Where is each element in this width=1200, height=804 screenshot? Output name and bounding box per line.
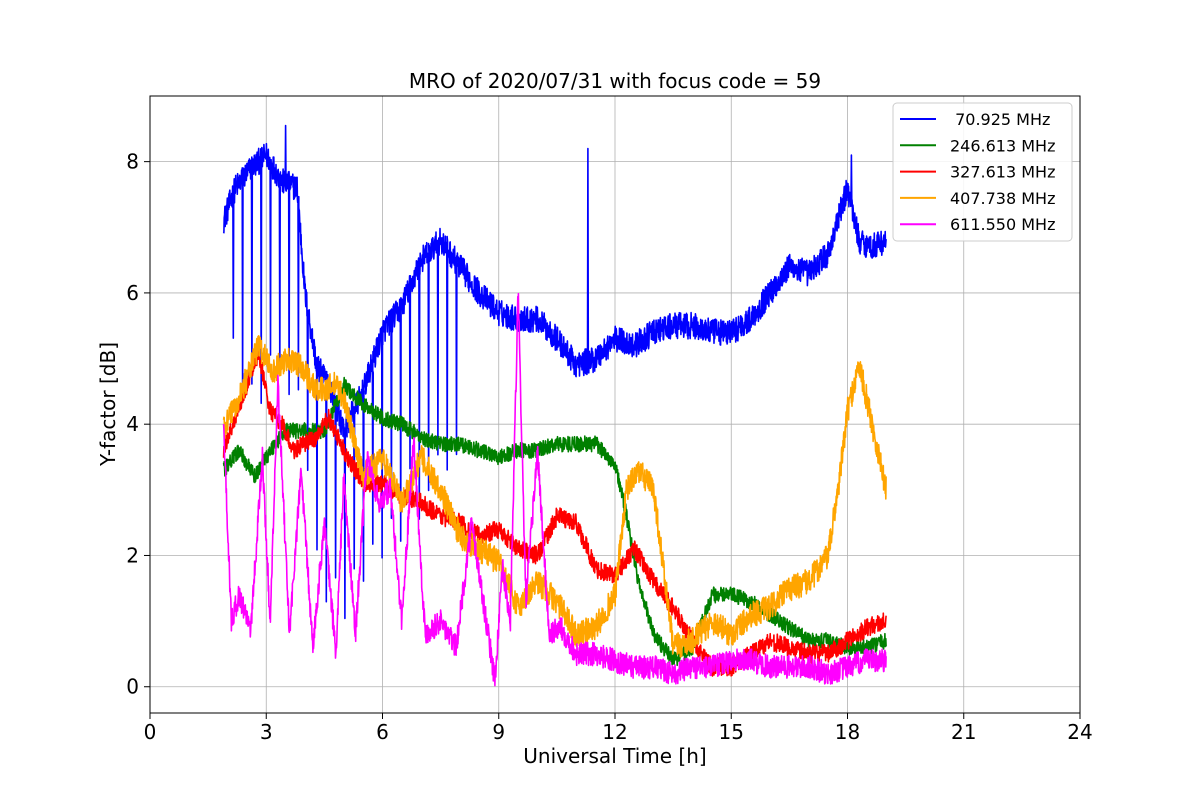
y-tick-label: 2: [126, 543, 139, 567]
legend-label: 611.550 MHz: [950, 215, 1055, 234]
y-axis: 0 2 4 6 8: [126, 150, 150, 699]
series-line-1: [222, 124, 887, 620]
x-tick-label: 21: [951, 720, 976, 744]
legend-label: 70.925 MHz: [950, 110, 1050, 129]
x-tick-label: 6: [376, 720, 389, 744]
x-axis-label: Universal Time [h]: [523, 744, 706, 768]
legend: 70.925 MHz 246.613 MHz 327.613 MHz 407.738 …: [892, 102, 1073, 242]
legend-label: 246.613 MHz: [950, 136, 1055, 155]
x-tick-label: 0: [144, 720, 157, 744]
series-line-4: [222, 335, 887, 658]
y-axis-label: Y-factor [dB]: [96, 342, 120, 467]
y-tick-label: 6: [126, 281, 139, 305]
y-tick-label: 0: [126, 675, 139, 699]
x-tick-label: 3: [260, 720, 273, 744]
series-layer: [222, 124, 887, 687]
x-tick-label: 15: [719, 720, 744, 744]
x-tick-label: 12: [602, 720, 627, 744]
series-line-3: [222, 345, 887, 677]
legend-label: 407.738 MHz: [950, 189, 1055, 208]
y-tick-label: 4: [126, 412, 139, 436]
x-tick-label: 18: [835, 720, 860, 744]
series-line-2: [222, 376, 887, 667]
chart-title: MRO of 2020/07/31 with focus code = 59: [409, 69, 821, 93]
y-tick-label: 8: [126, 150, 139, 174]
x-axis: 0 3 6 9 12 15 18 21 24: [144, 713, 1093, 744]
x-tick-label: 9: [492, 720, 505, 744]
legend-box: [892, 102, 1073, 242]
legend-label: 327.613 MHz: [950, 163, 1055, 182]
x-tick-label: 24: [1067, 720, 1092, 744]
series-line-5: [222, 292, 887, 687]
